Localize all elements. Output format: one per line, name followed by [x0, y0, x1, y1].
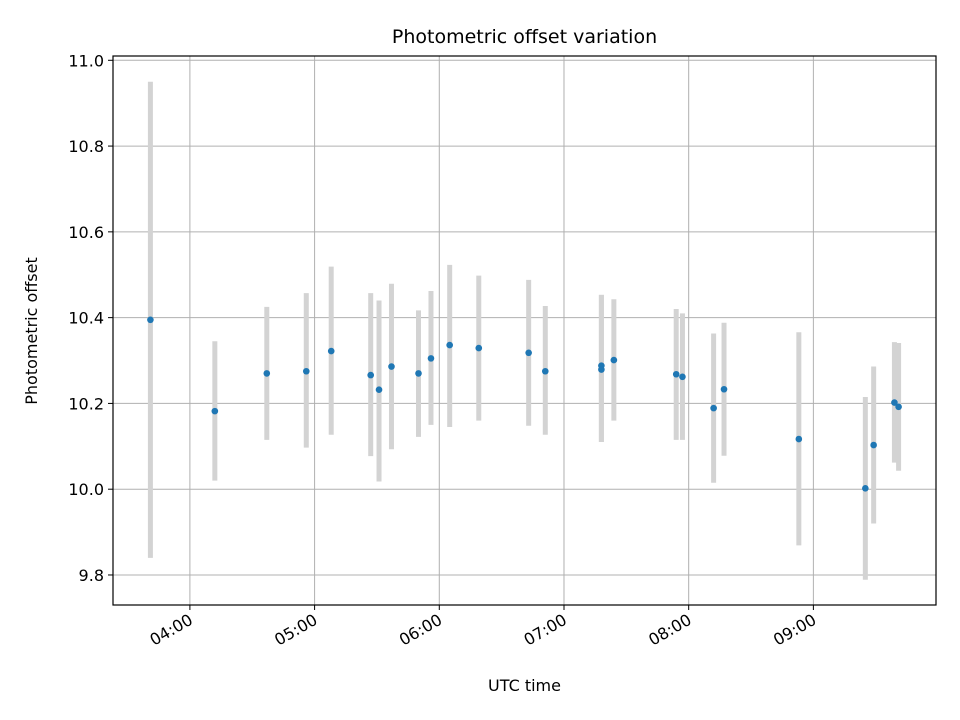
data-point — [327, 347, 335, 355]
data-point — [870, 441, 877, 449]
data-point — [610, 356, 618, 364]
y-tick-label: 10.4 — [68, 309, 104, 328]
data-point — [598, 366, 605, 373]
data-point — [679, 373, 686, 381]
data-point — [302, 367, 310, 375]
data-point — [446, 341, 453, 349]
y-tick-label: 10.8 — [68, 137, 104, 156]
data-point — [415, 370, 422, 377]
plot-frame — [112, 55, 937, 606]
y-tick-label: 10.2 — [68, 394, 104, 413]
data-point — [672, 370, 680, 378]
data-point — [147, 316, 154, 324]
y-tick-label: 9.8 — [79, 566, 104, 585]
data-point — [710, 404, 717, 412]
x-axis-label: UTC time — [488, 676, 561, 695]
data-points — [147, 316, 902, 492]
data-point — [862, 485, 869, 492]
grid — [113, 56, 936, 605]
data-point — [211, 407, 219, 415]
data-point — [795, 435, 803, 443]
data-point — [388, 363, 395, 370]
data-point — [720, 385, 728, 393]
y-tick-label: 10.6 — [68, 223, 104, 242]
data-point — [263, 370, 271, 377]
y-tick-label: 10.0 — [68, 480, 104, 499]
data-point — [891, 399, 898, 406]
y-axis-label: Photometric offset — [22, 257, 41, 405]
data-point — [375, 386, 383, 393]
chart-title: Photometric offset variation — [392, 26, 657, 48]
data-point — [427, 355, 435, 362]
data-point — [541, 367, 549, 375]
y-tick-label: 11.0 — [68, 51, 104, 70]
data-point — [475, 344, 483, 352]
data-point — [525, 349, 532, 357]
data-point — [895, 403, 902, 411]
data-point — [367, 371, 375, 379]
